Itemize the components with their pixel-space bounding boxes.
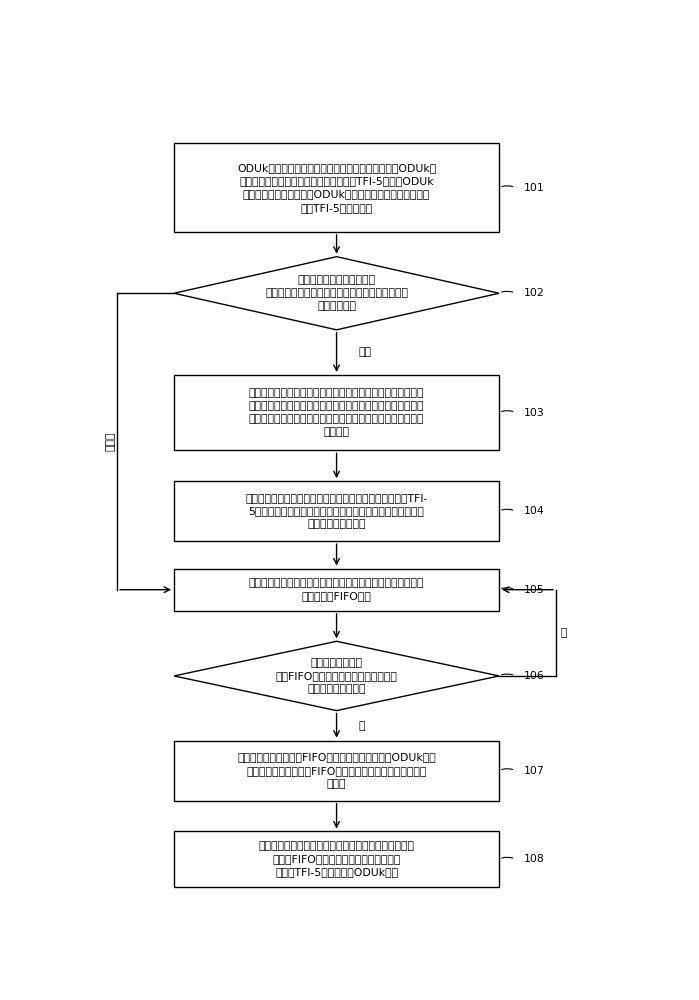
Text: 核心控制单元根据速率调整
字节标识判断所接收的数据中是否存在需要删除的
速率调整字节: 核心控制单元根据速率调整 字节标识判断所接收的数据中是否存在需要删除的 速率调整… xyxy=(265,275,408,311)
Text: 108: 108 xyxy=(524,854,545,864)
Text: 105: 105 xyxy=(524,585,545,595)
Text: 102: 102 xyxy=(524,288,545,298)
Text: 103: 103 xyxy=(524,408,545,418)
Text: 否: 否 xyxy=(561,628,567,638)
Text: 所述数据输入单元根据帧定位单元定位的帧边界位置删除TFI-
5数据中的速率调整字节，并将删除速率调整字节后的数据发
送给所述帧定位单元: 所述数据输入单元根据帧定位单元定位的帧边界位置删除TFI- 5数据中的速率调整字… xyxy=(245,493,428,529)
Text: 数据组装单元根据所述数据输入单元输入数据的顺序，
对所述FIFO单元转换后的数据进行组装，
得到由TFI-5数据映射的ODUk数据: 数据组装单元根据所述数据输入单元输入数据的顺序， 对所述FIFO单元转换后的数据… xyxy=(259,841,415,877)
Text: 101: 101 xyxy=(524,183,545,193)
FancyBboxPatch shape xyxy=(174,143,499,232)
Text: 107: 107 xyxy=(524,766,545,776)
FancyBboxPatch shape xyxy=(174,569,499,611)
Text: 104: 104 xyxy=(524,506,545,516)
Text: 是: 是 xyxy=(359,721,365,731)
FancyBboxPatch shape xyxy=(174,481,499,541)
Text: 存在: 存在 xyxy=(359,347,371,357)
Text: 106: 106 xyxy=(524,671,545,681)
FancyBboxPatch shape xyxy=(174,375,499,450)
Polygon shape xyxy=(174,641,499,711)
Text: 所述核心控制单元通知所述帧定位单元当前数据中存在需要删
除的速率调整字节，所述帧定位单元对需要删除的速率调整字
节的边界位置进行定位，并将定位的边界位置反馈给所: 所述核心控制单元通知所述帧定位单元当前数据中存在需要删 除的速率调整字节，所述帧… xyxy=(249,388,424,437)
Text: 所述核心控制单元通知FIFO单元将所写入的数据以ODUk的时
钟信号频率读出，所述FIFO单元将读出的数据传送给数据组
装单元: 所述核心控制单元通知FIFO单元将所写入的数据以ODUk的时 钟信号频率读出，所… xyxy=(237,752,436,789)
Text: 所述核心控制单元通知所述帧定位单元将不含有速率调整字节
的数据写入FIFO单元: 所述核心控制单元通知所述帧定位单元将不含有速率调整字节 的数据写入FIFO单元 xyxy=(249,578,424,601)
FancyBboxPatch shape xyxy=(174,741,499,801)
Polygon shape xyxy=(174,257,499,330)
Text: 不存在: 不存在 xyxy=(106,432,115,451)
Text: ODUk的映射装置进行复位启动，核心控制单元配置ODUk的
映射装置中各个单元的工作参数、即进行TFI-5数据到ODUk
数据映射的工作参数，并ODUk的映射装: ODUk的映射装置进行复位启动，核心控制单元配置ODUk的 映射装置中各个单元的… xyxy=(237,163,436,213)
Text: 所述核心控制单元
判断FIFO单元所写入的数据的数量是否
达到所配置的水位线: 所述核心控制单元 判断FIFO单元所写入的数据的数量是否 达到所配置的水位线 xyxy=(275,658,398,694)
FancyBboxPatch shape xyxy=(174,831,499,887)
